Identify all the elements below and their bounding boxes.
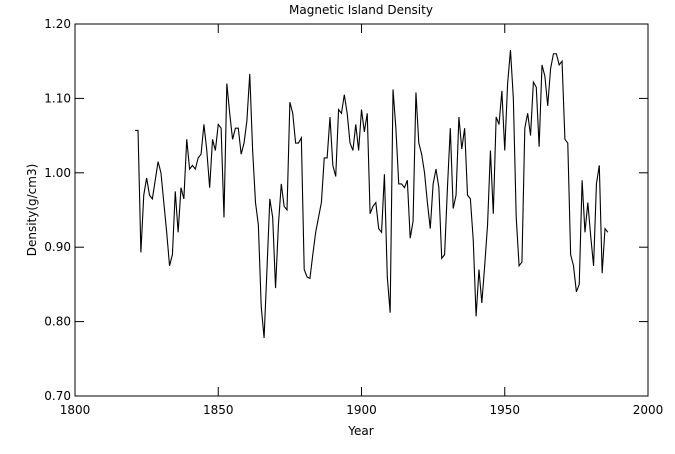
plot-frame xyxy=(74,23,649,397)
y-tick-label: 0.70 xyxy=(44,389,71,403)
x-tick-label: 2000 xyxy=(633,403,664,417)
y-tick-label: 0.80 xyxy=(44,315,71,329)
chart-title: Magnetic Island Density xyxy=(289,3,433,17)
y-tick-label: 1.00 xyxy=(44,166,71,180)
x-tick-label: 1950 xyxy=(489,403,520,417)
y-tick-label: 1.10 xyxy=(44,91,71,105)
y-tick-label: 0.90 xyxy=(44,240,71,254)
y-tick-label: 1.20 xyxy=(44,17,71,31)
data-line xyxy=(135,49,609,339)
x-axis-label: Year xyxy=(347,424,373,438)
x-tick-label: 1800 xyxy=(60,403,91,417)
y-axis-label: Density(g/cm3) xyxy=(25,164,39,257)
x-tick-label: 1900 xyxy=(346,403,377,417)
x-tick-label: 1850 xyxy=(203,403,234,417)
